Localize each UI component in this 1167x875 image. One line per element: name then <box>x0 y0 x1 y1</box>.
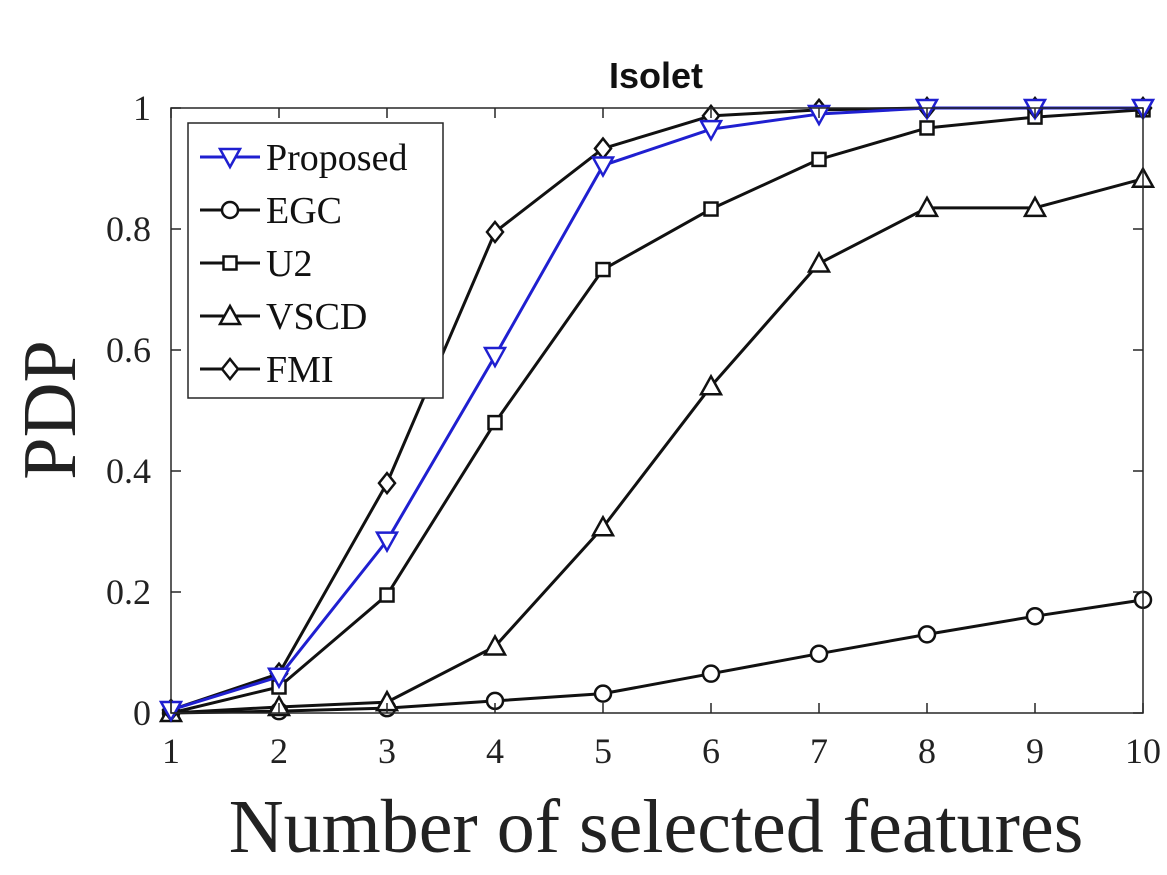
y-axis-label: PDP <box>8 340 92 479</box>
data-point-proposed <box>698 119 724 142</box>
data-point-vscd <box>1022 195 1048 218</box>
x-tick-label: 10 <box>1125 731 1161 771</box>
data-point-fmi <box>485 220 505 245</box>
series-line-vscd <box>170 177 1144 715</box>
legend-label-vscd: VSCD <box>266 296 367 338</box>
legend-marker-proposed <box>217 147 243 170</box>
x-tick-label: 8 <box>918 731 936 771</box>
series-line-egc <box>170 598 1144 715</box>
data-point-proposed <box>482 346 508 369</box>
y-tick-label: 0.6 <box>106 330 151 370</box>
x-tick-label: 1 <box>162 731 180 771</box>
data-point-vscd <box>590 514 616 537</box>
data-point-vscd <box>914 195 940 218</box>
data-point-proposed <box>266 667 292 690</box>
legend-item-fmi: FMI <box>200 349 334 391</box>
x-tick-label: 3 <box>378 731 396 771</box>
chart-title: Isolet <box>609 55 703 96</box>
legend-marker-egc <box>220 200 240 220</box>
y-tick-label: 0.2 <box>106 572 151 612</box>
legend-label-fmi: FMI <box>266 349 334 391</box>
legend-marker-vscd <box>217 303 243 326</box>
data-point-u2 <box>379 587 395 603</box>
data-point-egc <box>917 625 937 644</box>
x-tick-label: 7 <box>810 731 828 771</box>
data-point-egc <box>701 664 721 683</box>
legend-label-u2: U2 <box>266 243 312 285</box>
data-point-fmi <box>377 471 397 496</box>
legend-item-vscd: VSCD <box>200 296 367 338</box>
legend-label-egc: EGC <box>266 190 342 232</box>
plot-frame <box>170 107 1144 714</box>
data-point-u2 <box>811 151 827 168</box>
y-tick-label: 0.4 <box>106 451 151 491</box>
axes: 1 2 3 4 5 6 7 8 9 10 0 0.2 0.4 0.6 0.8 1 <box>106 88 1161 771</box>
x-tick-label: 9 <box>1026 731 1044 771</box>
x-tick-label: 5 <box>594 731 612 771</box>
legend-item-proposed: Proposed <box>200 137 407 179</box>
data-point-egc <box>809 644 829 663</box>
data-point-u2 <box>487 414 503 431</box>
data-point-proposed <box>590 156 616 179</box>
series-line-u2 <box>170 108 1144 715</box>
data-point-vscd <box>806 250 832 273</box>
data-point-egc <box>1025 606 1045 626</box>
data-point-u2 <box>703 201 719 217</box>
x-tick-label: 2 <box>270 731 288 771</box>
x-axis-label: Number of selected features <box>229 785 1084 869</box>
data-point-vscd <box>482 633 508 656</box>
legend-marker-u2 <box>222 255 238 271</box>
data-point-vscd <box>698 373 724 396</box>
x-tick-label: 6 <box>702 731 720 771</box>
y-tick-label: 1 <box>133 88 151 128</box>
data-point-u2 <box>595 261 611 278</box>
legend-marker-fmi <box>220 356 240 382</box>
data-point-egc <box>593 684 613 703</box>
legend: Proposed EGC U2 VSCD FMI <box>187 122 444 399</box>
y-tick-label: 0.8 <box>106 209 151 249</box>
y-tick-label: 0 <box>133 693 151 733</box>
data-point-u2 <box>919 120 935 136</box>
legend-item-egc: EGC <box>200 190 342 232</box>
data-point-proposed <box>374 531 400 554</box>
legend-label-proposed: Proposed <box>266 137 407 179</box>
legend-item-u2: U2 <box>200 243 312 285</box>
x-tick-label: 4 <box>486 731 504 771</box>
